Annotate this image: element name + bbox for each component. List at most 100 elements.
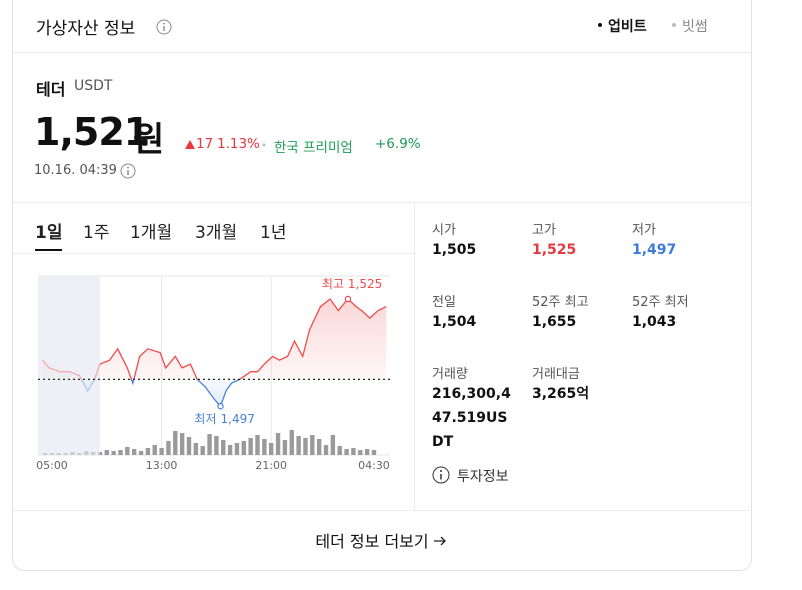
divider: [13, 510, 750, 511]
stat-label: 저가: [632, 223, 656, 238]
volume-bar: [207, 434, 212, 455]
stat-value: 1,497: [632, 242, 677, 258]
premium: +6.9%: [375, 136, 421, 152]
annotation-label: 최저: [194, 412, 216, 426]
volume-bar: [173, 431, 178, 455]
premium-label: 한국 프리미엄: [274, 140, 353, 156]
info-link[interactable]: 투자정보: [457, 469, 509, 485]
stat-value: 3,265억: [532, 386, 590, 402]
coin-symbol: USDT: [74, 78, 113, 94]
divider: [414, 202, 415, 510]
volume-bar: [310, 435, 315, 455]
volume-bar: [111, 451, 116, 455]
stat-value: 1,505: [432, 242, 477, 258]
volume-bar: [337, 446, 342, 455]
volume-bar: [330, 435, 336, 455]
volume-bar: [262, 439, 267, 455]
area-fill: [42, 299, 387, 407]
volume-bar: [344, 449, 349, 455]
x-tick-label: 21:00: [255, 459, 287, 472]
annotation-value: 1,525: [348, 277, 382, 291]
change-pct: 1.13%: [217, 136, 260, 152]
exchange-tab[interactable]: 빗썸: [682, 19, 708, 35]
arrow-icon: [433, 536, 446, 546]
change: 17: [196, 136, 214, 152]
bullet: [598, 23, 602, 27]
x-tick-label: 05:00: [36, 459, 68, 472]
volume-bar: [255, 435, 260, 455]
more-text[interactable]: 테더 정보 더보기: [315, 532, 429, 551]
volume-bar: [316, 439, 322, 455]
x-tick-label: 13:00: [146, 459, 178, 472]
bullet: [672, 23, 676, 27]
volume-bar: [131, 449, 137, 455]
stat-label: 전일: [432, 295, 456, 310]
annotation-marker: [217, 402, 224, 410]
stat-label: 고가: [532, 223, 556, 238]
volume-bar: [303, 438, 308, 455]
volume-bar: [193, 443, 199, 455]
stat-value: 1,043: [632, 314, 677, 330]
annotation-value: 1,497: [221, 412, 255, 426]
period-tab[interactable]: 1개월: [130, 223, 173, 243]
volume-bar: [275, 433, 281, 455]
period-tab[interactable]: 1주: [83, 223, 110, 243]
stat-value: 216,300,447.519USDT: [432, 386, 511, 450]
volume-bar: [241, 441, 247, 455]
price-chart: 05:00 13:00 21:00 04:30 최고 1,525 최저 1,497: [36, 275, 390, 472]
annotation-marker: [344, 295, 352, 303]
volume-bar: [159, 448, 164, 455]
volume-bar: [358, 450, 363, 455]
volume-bar: [186, 437, 192, 455]
coin-name: 테더: [36, 80, 66, 99]
exchange-tab[interactable]: 업비트: [608, 19, 647, 35]
timestamp: 10.16. 04:39: [34, 163, 117, 178]
volume-bar: [145, 448, 151, 455]
separator-dot: [262, 143, 266, 147]
volume-bar: [248, 438, 253, 455]
volume-bar: [227, 445, 233, 455]
stat-label: 거래량: [432, 367, 468, 382]
volume-bar: [179, 433, 185, 455]
volume-bar: [364, 449, 370, 455]
info-icon[interactable]: [156, 19, 172, 35]
period-tab[interactable]: 1일: [35, 223, 63, 243]
volume-bar: [323, 445, 329, 455]
volume-bar: [351, 448, 356, 455]
card: [12, 0, 752, 571]
info-icon[interactable]: [120, 163, 136, 179]
volume-bar: [104, 450, 109, 455]
section-title: 가상자산 정보: [36, 19, 136, 39]
stat-value: 1,525: [532, 242, 577, 258]
shaded-overlay: [38, 276, 100, 455]
volume-bar: [118, 450, 123, 455]
volume-bar: [221, 440, 226, 455]
divider: [13, 52, 750, 53]
volume-bar: [152, 445, 157, 455]
stat-value: 1,504: [432, 314, 477, 330]
price-line: [41, 298, 387, 408]
volume-bar: [371, 450, 377, 455]
volume-bar: [138, 451, 144, 455]
volume-bar: [289, 430, 294, 455]
volume-bar: [200, 446, 205, 455]
period-tab[interactable]: 3개월: [195, 223, 238, 243]
price-unit: 원: [133, 120, 165, 160]
more-link[interactable]: 테더 정보 더보기: [0, 528, 763, 552]
info-icon[interactable]: [432, 466, 450, 484]
period-tab[interactable]: 1년: [260, 223, 287, 243]
tab-underline: [35, 249, 62, 251]
volume-bar: [282, 440, 288, 455]
stat-label: 52주 최저: [632, 295, 689, 310]
volume-bar: [269, 443, 274, 455]
stat-value: 1,655: [532, 314, 577, 330]
annotation-label: 최고: [322, 277, 344, 291]
price: 1,521: [34, 110, 150, 154]
volume-bar: [125, 447, 130, 455]
x-tick-label: 04:30: [358, 459, 390, 472]
stat-label: 52주 최고: [532, 295, 589, 310]
volume-bar: [296, 436, 301, 455]
divider: [13, 202, 750, 203]
volume-bar: [214, 436, 219, 455]
